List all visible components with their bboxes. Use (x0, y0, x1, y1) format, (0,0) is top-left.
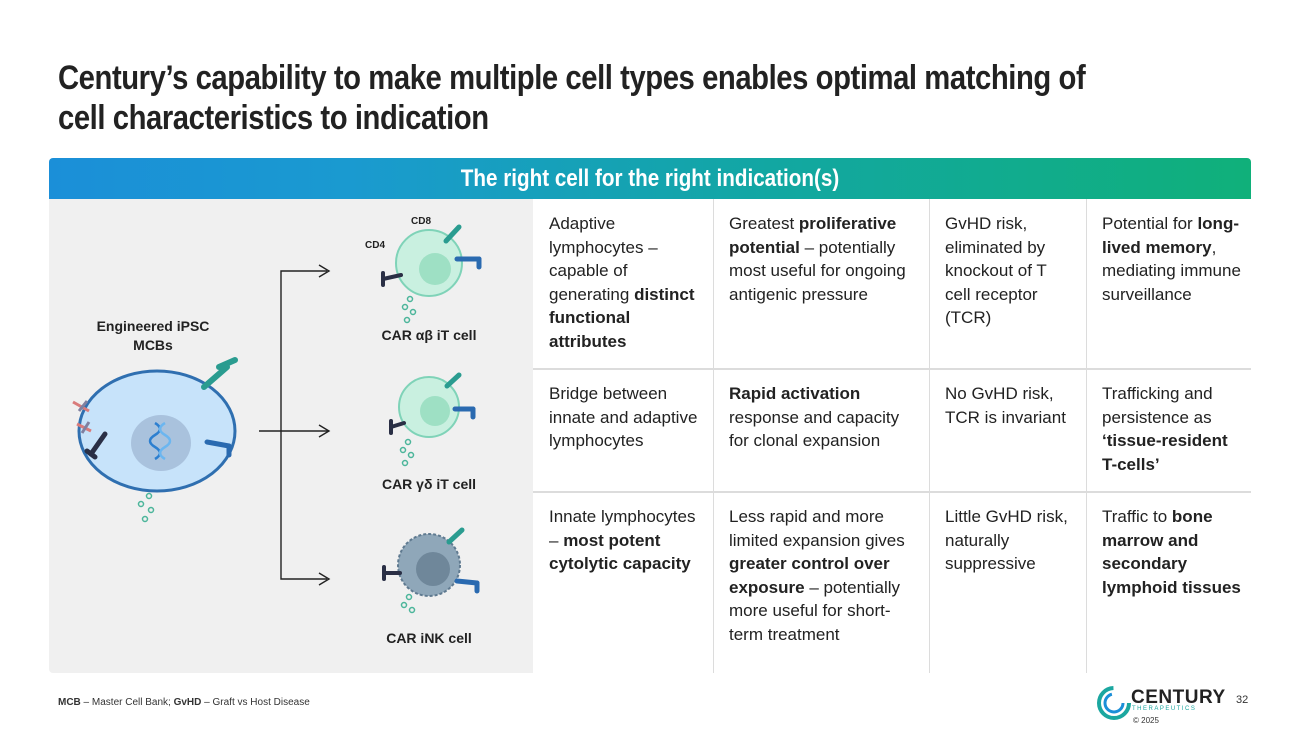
copyright: © 2025 (1133, 716, 1159, 725)
cell-text-run: No GvHD risk, TCR is invariant (945, 384, 1066, 427)
cell-text-run: Potential for (1102, 214, 1198, 233)
cell-text-run: bone marrow and secondary lymphoid tissu… (1102, 507, 1241, 597)
arrow-to-ab-cell (280, 270, 327, 431)
table-cell-r1-expansion: Greatest proliferative potential – poten… (713, 199, 929, 369)
section-banner: The right cell for the right indication(… (49, 158, 1251, 199)
slide-title: Century’s capability to make multiple ce… (58, 59, 1086, 137)
ipsc-cell-icon (72, 357, 238, 523)
table-cell-r2-gvhd-risk: No GvHD risk, TCR is invariant (929, 369, 1086, 492)
flow-arrows (259, 264, 331, 586)
table-cell-r1-gvhd-risk: GvHD risk, eliminated by knockout of T c… (929, 199, 1086, 369)
car-gd-it-cell-label: CAR γδ iT cell (381, 476, 477, 492)
cell-text-run: – potentially more useful for short-term… (729, 577, 901, 644)
footnote-def-mcb: – Master Cell Bank; (80, 697, 174, 708)
cd8-label: CD8 (411, 216, 432, 227)
diagram-svg (72, 224, 482, 614)
logo-wordmark: CENTURY (1131, 687, 1226, 708)
footnote-abbr-mcb: MCB (58, 697, 81, 708)
row-divider (533, 491, 1251, 493)
cell-text-run: proliferative potential (729, 214, 897, 257)
cell-text-run: Adaptive lymphocytes – capable of genera… (549, 214, 658, 304)
table-cell-r1-trafficking: Potential for long-lived memory, mediati… (1086, 199, 1251, 369)
footnote: MCB – Master Cell Bank; GvHD – Graft vs … (58, 697, 310, 708)
cell-text-run: distinct functional attributes (549, 284, 695, 351)
table-cell-r2-expansion: Rapid activation response and capacity f… (713, 369, 929, 492)
cell-text-run: Trafficking and persistence as (1102, 384, 1213, 427)
table-cell-r2-trafficking: Trafficking and persistence as ‘tissue-r… (1086, 369, 1251, 492)
page-number: 32 (1236, 694, 1249, 706)
car-ink-cell-label: CAR iNK cell (386, 630, 472, 646)
cell-text-run: long-lived memory (1102, 214, 1239, 257)
cell-text-run: Innate lymphocytes – (549, 507, 696, 550)
logo-subtitle: THERAPEUTICS (1132, 706, 1197, 712)
footnote-def-gvhd: – Graft vs Host Disease (201, 697, 310, 708)
column-divider (929, 199, 930, 673)
row-divider (533, 368, 1251, 370)
century-logo-icon (1097, 686, 1131, 720)
table-cell-r2-attribute: Bridge between innate and adaptive lymph… (533, 369, 713, 492)
column-divider (1086, 199, 1087, 673)
table-cell-r3-attribute: Innate lymphocytes – most potent cytolyt… (533, 492, 713, 673)
cell-text-run: Greatest (729, 214, 799, 233)
cell-text-run: – potentially most useful for ongoing an… (729, 237, 906, 304)
table-cell-r3-gvhd-risk: Little GvHD risk, naturally suppressive (929, 492, 1086, 673)
cell-text-run: Bridge between innate and adaptive lymph… (549, 384, 698, 450)
table-cell-r1-attribute: Adaptive lymphocytes – capable of genera… (533, 199, 713, 369)
cell-text-run: greater control over exposure (729, 554, 890, 597)
cell-text-run: , mediating immune surveillance (1102, 237, 1241, 304)
table-cell-r3-expansion: Less rapid and more limited expansion gi… (713, 492, 929, 673)
cell-text-run: Little GvHD risk, naturally suppressive (945, 507, 1068, 573)
arrow-to-ink-cell (280, 431, 327, 580)
car-ab-it-cell-icon (381, 224, 482, 324)
cd4-label: CD4 (365, 240, 386, 251)
cell-text-run: most potent cytolytic capacity (549, 530, 691, 574)
cell-text-run: Less rapid and more limited expansion gi… (729, 507, 905, 550)
cell-text-run: Traffic to (1102, 507, 1172, 526)
cell-type-diagram: Engineered iPSC MCBs CD8 CD4 CAR αβ iT c… (49, 199, 533, 673)
banner-text: The right cell for the right indication(… (460, 164, 840, 192)
footnote-abbr-gvhd: GvHD (173, 697, 202, 708)
cell-text-run: Rapid activation (729, 384, 861, 403)
car-ink-cell-icon (382, 527, 480, 614)
cell-text-run: GvHD risk, eliminated by knockout of T c… (945, 214, 1047, 327)
car-gd-it-cell-icon (389, 372, 476, 467)
car-ab-it-cell-label: CAR αβ iT cell (381, 327, 477, 343)
table-cell-r3-trafficking: Traffic to bone marrow and secondary lym… (1086, 492, 1251, 673)
cell-text-run: response and capacity for clonal expansi… (729, 407, 900, 451)
cell-text-run: ‘tissue-resident T-cells’ (1102, 431, 1228, 474)
column-divider (713, 199, 714, 673)
ipsc-label: Engineered iPSC MCBs (96, 318, 210, 353)
comparison-table: Adaptive lymphocytes – capable of genera… (533, 199, 1251, 673)
